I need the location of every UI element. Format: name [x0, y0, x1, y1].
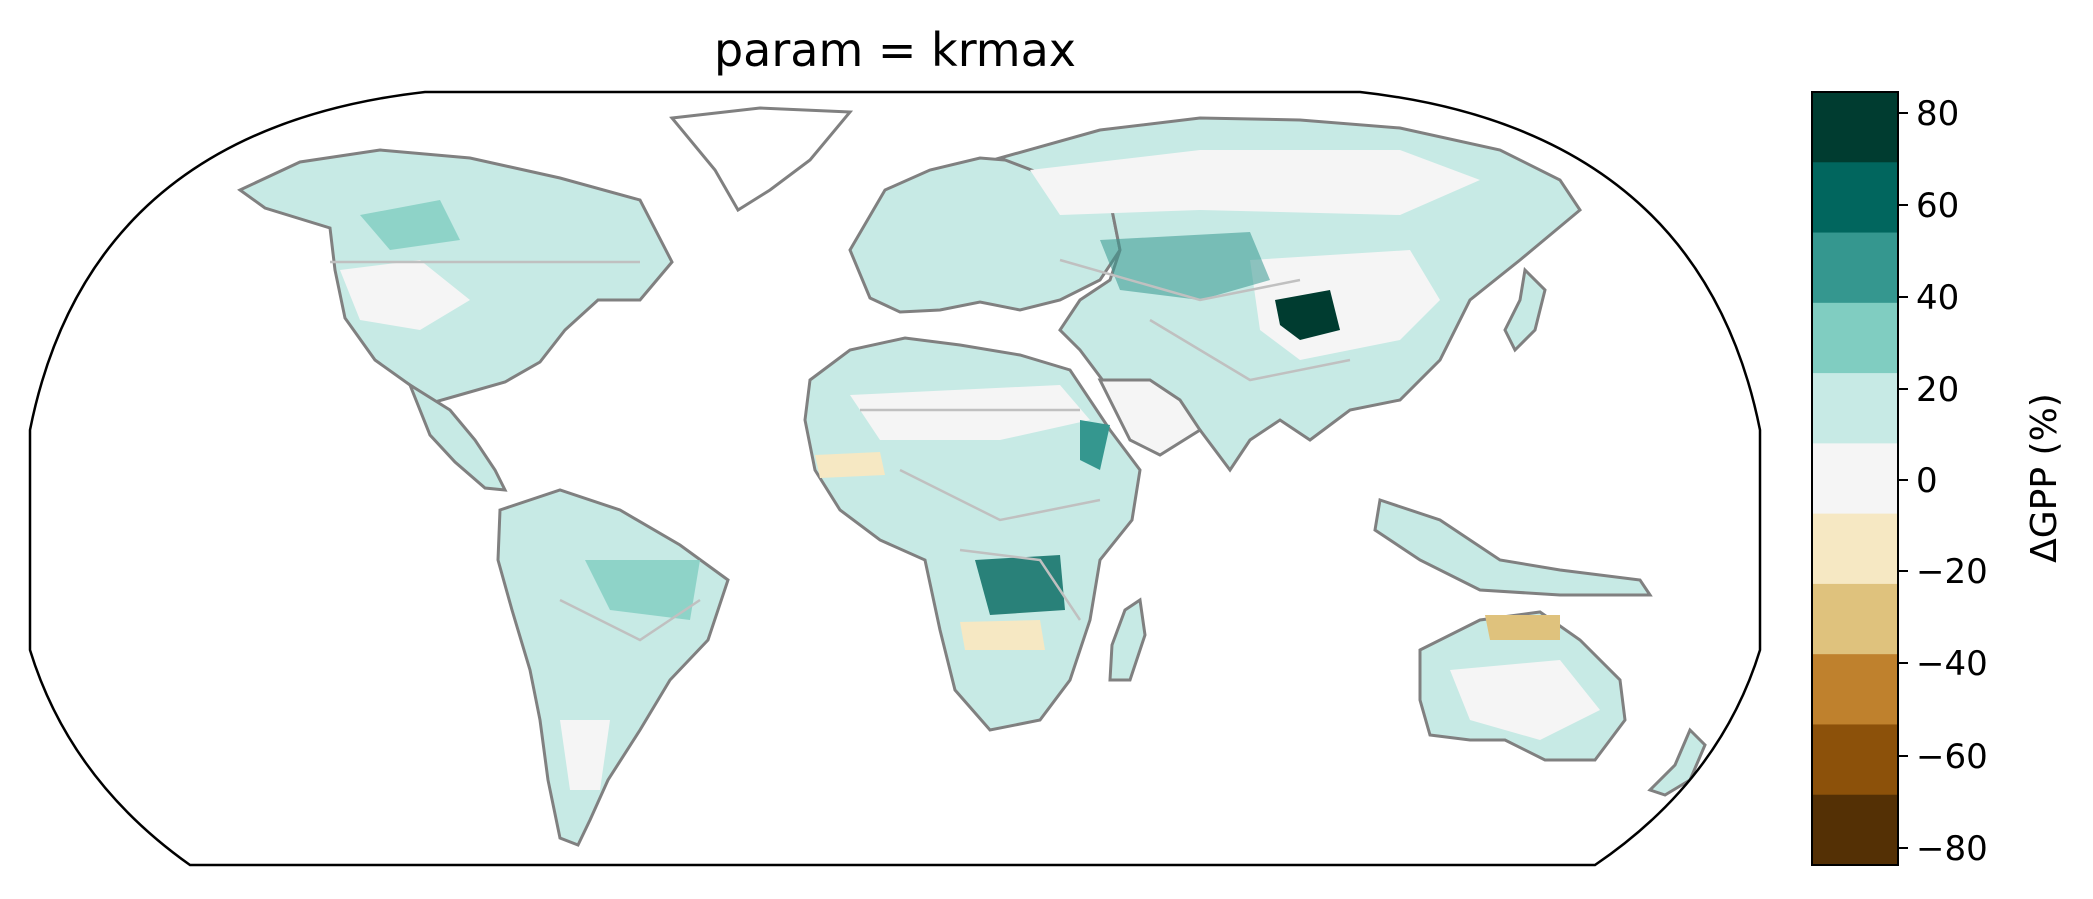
central-america-landmass: [406, 381, 508, 492]
colorbar-tick-label: 40: [1916, 278, 1959, 318]
colorbar-bin: [1812, 513, 1898, 585]
southeast-asia-islands: [1373, 498, 1653, 597]
greenland-landmass: [669, 106, 854, 213]
new-zealand-landmass: [1647, 727, 1707, 797]
colorbar-frame: [1811, 91, 1899, 866]
colorbar-bin: [1812, 654, 1898, 725]
australia-negative-patch: [1485, 615, 1560, 640]
colorbar-tick-label: 20: [1916, 370, 1959, 410]
southern-africa-negative-patch: [960, 620, 1045, 650]
colorbar-bin: [1812, 373, 1898, 444]
colorbar-tick-label: −20: [1916, 552, 1988, 592]
colorbar-bin: [1812, 724, 1898, 796]
colorbar-tick-label: 0: [1916, 461, 1938, 501]
north-america-landmass: [237, 148, 674, 404]
colorbar-tick-label: −80: [1916, 829, 1988, 869]
colorbar-bin: [1812, 583, 1898, 655]
colorbar: 80 60 40 20 0 −20 −40 −60 −80 ΔGPP (%): [1811, 91, 2065, 869]
central-asia-hotspot: [1275, 290, 1340, 340]
colorbar-tick-label: −60: [1916, 737, 1988, 777]
colorbar-bin: [1812, 92, 1898, 163]
north-america-neutral: [340, 260, 470, 330]
colorbar-bin: [1812, 232, 1898, 304]
canada-hotspot: [360, 200, 460, 250]
sahara-region: [850, 385, 1090, 440]
country-borders: [330, 258, 1351, 642]
world-map: [28, 90, 1762, 867]
arabia-landmass: [1097, 378, 1203, 457]
brazil-hotspot: [585, 560, 700, 620]
colorbar-tick-label: 60: [1916, 186, 1959, 226]
madagascar-landmass: [1108, 597, 1147, 682]
east-africa-hotspot: [1080, 420, 1110, 470]
colorbar-bin: [1812, 443, 1898, 515]
colorbar-tick-label: −40: [1916, 644, 1988, 684]
australia-neutral: [1450, 660, 1600, 740]
congo-hotspot: [975, 555, 1065, 615]
colorbar-label: ΔGPP (%): [2024, 393, 2065, 563]
map-data-layer: [237, 106, 1707, 847]
colorbar-bin: [1812, 162, 1898, 234]
south-america-landmass: [496, 488, 730, 847]
map-title: param = krmax: [713, 23, 1077, 77]
sahel-negative-patch: [815, 452, 885, 478]
map-boundary: [28, 90, 1762, 867]
colorbar-ticks: 80 60 40 20 0 −20 −40 −60 −80: [1898, 94, 1988, 869]
colorbar-bin: [1812, 302, 1898, 374]
colorbar-bins: [1812, 92, 1898, 866]
patagonia-neutral: [560, 720, 610, 790]
siberia-region: [1030, 150, 1480, 215]
colorbar-tick-label: 80: [1916, 94, 1959, 134]
japan-islands: [1503, 266, 1547, 353]
colorbar-bin: [1812, 794, 1898, 866]
